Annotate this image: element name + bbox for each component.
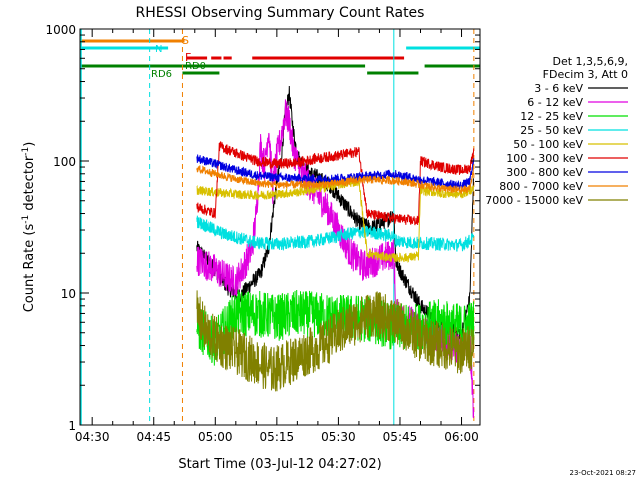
date-stamp: 23-Oct-2021 08:27	[570, 469, 636, 477]
x-tick-label-4: 05:30	[321, 430, 356, 444]
series-line-800-7000-kev	[196, 164, 475, 195]
legend-label-300-800-kev: 300 - 800 keV	[506, 166, 583, 179]
legend: Det 1,3,5,6,9, FDecim 3, Att 0 3 - 6 keV…	[485, 55, 628, 207]
y-axis-ticks: 1 10 100 1000	[45, 23, 480, 433]
legend-header-line1: Det 1,3,5,6,9,	[552, 55, 628, 68]
series-line-7000-15000-kev	[196, 290, 475, 392]
series-line-300-800-kev	[196, 154, 475, 192]
x-tick-label-0: 04:30	[75, 430, 110, 444]
legend-label-3-6-kev: 3 - 6 keV	[534, 82, 583, 95]
legend-label-6-12-kev: 6 - 12 keV	[527, 96, 583, 109]
flag-label-f: F	[185, 51, 191, 64]
y-axis-label-sup2: -1	[21, 147, 31, 156]
flag-label-rd6: RD6	[151, 69, 172, 80]
series-lines	[196, 86, 475, 419]
legend-label-800-7000-kev: 800 - 7000 keV	[499, 180, 583, 193]
x-tick-label-5: 05:45	[383, 430, 418, 444]
series-line-6-12-kev	[196, 99, 475, 419]
legend-label-25-50-kev: 25 - 50 keV	[520, 124, 583, 137]
x-axis-label: Start Time (03-Jul-12 04:27:02)	[178, 457, 381, 472]
legend-label-100-300-kev: 100 - 300 keV	[506, 152, 583, 165]
x-tick-label-3: 05:15	[260, 430, 295, 444]
y-axis-label-main: Count Rate (s	[22, 224, 37, 313]
y-axis-label-mid: detector	[22, 155, 37, 215]
plot-frame	[79, 28, 481, 426]
flag-label-n: N	[155, 44, 162, 55]
legend-label-12-25-kev: 12 - 25 keV	[520, 110, 583, 123]
y-tick-label-2: 100	[53, 155, 76, 169]
x-tick-label-6: 06:00	[444, 430, 479, 444]
y-axis-label-end: )	[22, 142, 37, 147]
legend-header-line2: FDecim 3, Att 0	[543, 68, 628, 81]
flag-label-rd0: RD0	[185, 61, 206, 72]
y-axis-label: Count Rate (s-1 detector-1)	[21, 142, 37, 313]
x-axis-ticks: 04:30 04:45 05:00 05:15 05:30 05:45 06:00	[75, 29, 479, 444]
flag-label-s: S	[182, 34, 189, 47]
y-tick-label-1: 10	[61, 287, 76, 301]
legend-label-7000-15000-kev: 7000 - 15000 keV	[485, 194, 583, 207]
series-line-100-300-kev	[196, 140, 475, 226]
y-tick-label-0: 1	[68, 419, 76, 433]
series-line-25-50-kev	[196, 215, 475, 252]
legend-label-50-100-kev: 50 - 100 keV	[513, 138, 583, 151]
series-line-12-25-kev	[196, 289, 475, 366]
flag-bars	[80, 39, 480, 75]
vertical-markers	[80, 29, 475, 425]
y-tick-label-3: 1000	[45, 23, 76, 37]
x-tick-label-1: 04:45	[136, 430, 171, 444]
x-tick-label-2: 05:00	[198, 430, 233, 444]
flag-labels: S N F RD0 RD6	[151, 34, 206, 80]
y-axis-label-sup1: -1	[21, 215, 31, 224]
chart-title: RHESSI Observing Summary Count Rates	[136, 5, 425, 21]
